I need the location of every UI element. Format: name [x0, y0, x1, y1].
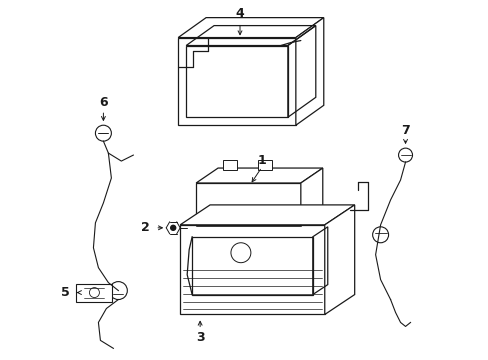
Polygon shape — [223, 160, 237, 170]
Polygon shape — [196, 168, 322, 183]
Polygon shape — [258, 160, 271, 170]
Polygon shape — [324, 205, 354, 315]
Text: 6: 6 — [99, 96, 107, 109]
Text: 5: 5 — [61, 286, 70, 299]
Circle shape — [170, 225, 175, 230]
Polygon shape — [178, 18, 323, 37]
Text: 7: 7 — [400, 124, 409, 137]
Polygon shape — [76, 284, 112, 302]
Text: 2: 2 — [141, 221, 149, 234]
Text: 1: 1 — [257, 154, 266, 167]
Polygon shape — [300, 168, 322, 248]
Polygon shape — [180, 225, 324, 315]
Polygon shape — [196, 183, 300, 248]
Text: 3: 3 — [195, 331, 204, 344]
Polygon shape — [180, 205, 354, 225]
Polygon shape — [178, 37, 295, 125]
Text: 4: 4 — [235, 7, 244, 20]
Polygon shape — [295, 18, 323, 125]
